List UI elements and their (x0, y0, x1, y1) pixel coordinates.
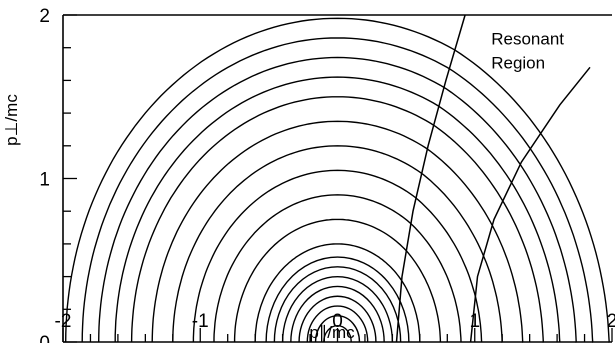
y-axis-label: p⊥/mc (2, 94, 21, 146)
x-tick-label: -2 (55, 311, 72, 332)
resonant-region-label-line2: Region (491, 53, 545, 72)
outer-contour (81, 37, 594, 343)
distribution-contours (65, 17, 610, 343)
x-axis-label: p∥/mc (309, 323, 355, 342)
outer-contour (130, 96, 544, 343)
resonance-boundaries (395, 14, 591, 343)
outer-contour (213, 194, 462, 343)
outer-contour (172, 145, 503, 343)
inner-contour (290, 285, 385, 343)
inner-contour (314, 315, 361, 343)
inner-contour (306, 305, 369, 343)
outer-contour (192, 169, 483, 343)
outer-contour (65, 17, 610, 343)
inner-contour (273, 266, 402, 343)
outer-contour (233, 218, 442, 342)
outer-contour (151, 120, 524, 343)
x-tick-label: 2 (607, 311, 615, 332)
x-tick-label: 1 (469, 311, 480, 332)
tick-labels: -2 -1 0 1 2 0 1 2 (39, 6, 615, 343)
inner-contour (281, 275, 394, 343)
axis-ticks (62, 14, 613, 343)
outer-contour (98, 56, 577, 343)
outer-contour (114, 76, 561, 343)
outer-contour (254, 243, 421, 343)
inner-contour (323, 324, 352, 343)
y-tick-label: 0 (39, 333, 50, 343)
inner-contour (265, 256, 410, 343)
inner-contour (298, 295, 377, 343)
y-tick-label: 2 (39, 6, 50, 27)
x-tick-label: 0 (332, 311, 343, 332)
y-tick-label: 1 (39, 170, 50, 191)
resonance-boundary-left (395, 14, 466, 343)
x-tick-label: -1 (192, 311, 209, 332)
resonance-boundary-right (469, 66, 591, 343)
resonant-region-label-line1: Resonant (491, 29, 564, 48)
